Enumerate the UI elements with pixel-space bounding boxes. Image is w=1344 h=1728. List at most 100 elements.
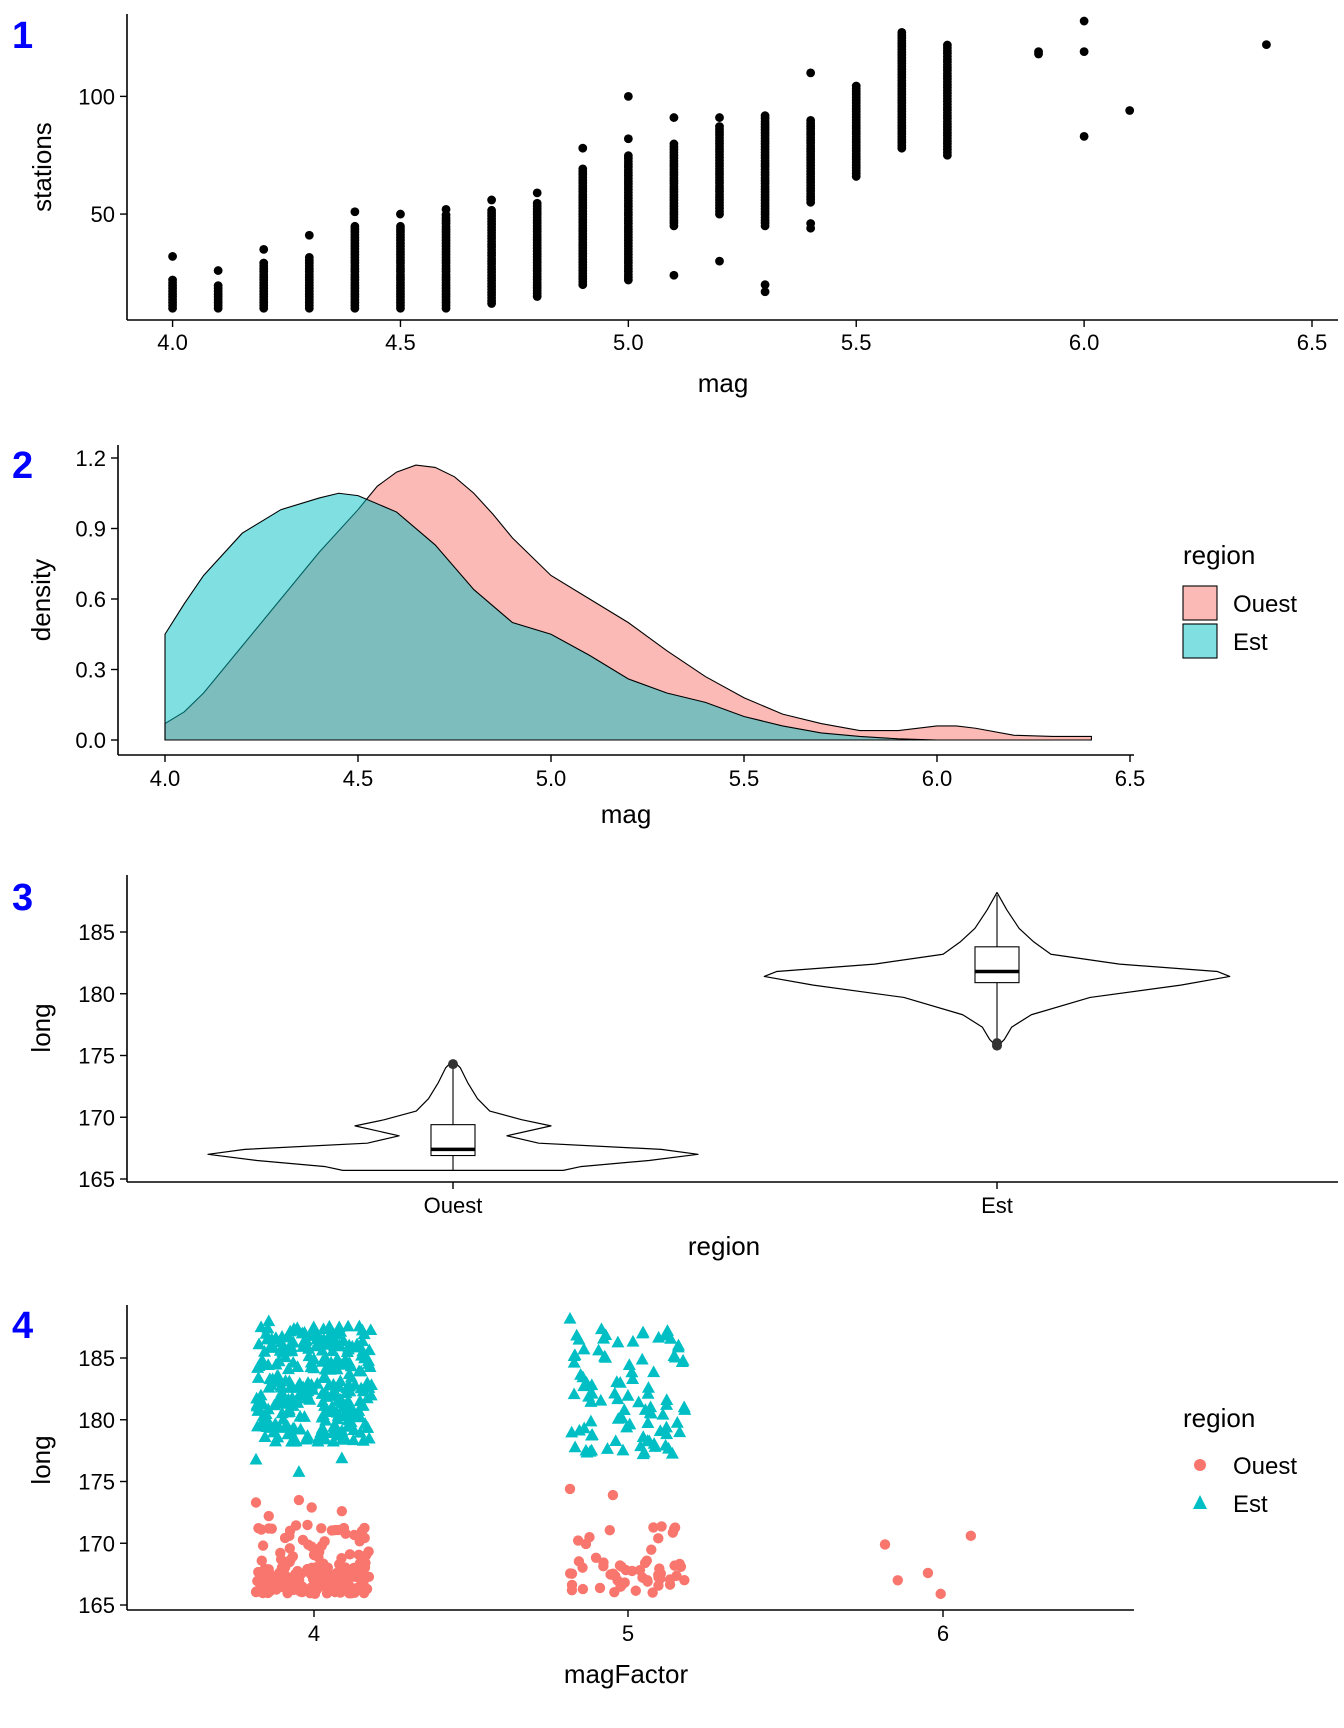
jitter-point-est	[592, 1343, 606, 1356]
scatter-point	[259, 258, 269, 268]
jitter-point-est	[670, 1416, 684, 1428]
jitter-point-est	[281, 1362, 295, 1375]
y-tick-label: 175	[78, 1044, 115, 1069]
scatter-point	[168, 275, 177, 285]
x-tick-label: 5.0	[536, 766, 567, 791]
jitter-point-est	[268, 1417, 282, 1429]
jitter-point-est	[335, 1423, 349, 1436]
scatter-point	[578, 143, 588, 153]
jitter-point-ouest	[580, 1538, 592, 1550]
scatter-point	[669, 270, 679, 280]
jitter-point-est	[266, 1341, 280, 1353]
jitter-point-est	[313, 1432, 327, 1445]
jitter-point-ouest	[313, 1552, 324, 1563]
jitter-point-est	[303, 1379, 317, 1392]
jitter-point-est	[641, 1381, 655, 1393]
scatter-point	[942, 40, 952, 50]
jitter-point-ouest	[250, 1497, 262, 1508]
scatter-point	[623, 134, 633, 144]
jitter-point-est	[364, 1323, 378, 1336]
jitter-point-est	[611, 1335, 625, 1348]
jitter-point-ouest	[293, 1494, 305, 1506]
jitter-point-ouest	[359, 1522, 370, 1534]
jitter-point-est	[285, 1391, 299, 1403]
jitter-point-ouest	[253, 1522, 264, 1534]
jitter-point-est	[292, 1381, 306, 1393]
jitter-point-ouest	[616, 1561, 627, 1572]
jitter-point-est	[353, 1340, 367, 1353]
jitter-point-est	[676, 1353, 690, 1366]
x-tick-label: 4.0	[150, 766, 181, 791]
jitter-point-est	[622, 1358, 636, 1370]
jitter-point-est	[584, 1414, 598, 1427]
jitter-point-ouest	[679, 1574, 690, 1586]
y-axis-title: long	[26, 1435, 56, 1484]
jitter-point-est	[626, 1334, 640, 1347]
jitter-point-ouest	[284, 1530, 295, 1542]
y-tick-label: 185	[78, 1346, 115, 1371]
y-axis-title: long	[26, 1003, 56, 1052]
y-tick-label: 0.9	[75, 517, 106, 542]
jitter-point-est	[252, 1337, 266, 1350]
jitter-point-est	[287, 1434, 301, 1447]
x-tick-label: Est	[981, 1193, 1013, 1218]
jitter-point-ouest	[311, 1562, 322, 1574]
jitter-point-est	[567, 1355, 581, 1368]
jitter-point-est	[319, 1405, 333, 1418]
jitter-point-est	[274, 1335, 288, 1348]
jitter-point-est	[344, 1359, 358, 1372]
jitter-point-est	[249, 1452, 263, 1465]
x-tick-label: 4.0	[157, 330, 188, 355]
jitter-point-ouest	[360, 1550, 372, 1561]
y-tick-label: 0.6	[75, 587, 106, 612]
jitter-point-est	[653, 1424, 667, 1437]
jitter-point-ouest	[271, 1584, 282, 1595]
jitter-point-est	[300, 1387, 314, 1400]
scatter-point	[715, 122, 724, 131]
jitter-point-est	[644, 1400, 658, 1413]
jitter-point-est	[360, 1376, 374, 1388]
scatter-point	[760, 280, 770, 290]
scatter-point	[806, 219, 816, 228]
panel-tag-1: 1	[12, 15, 33, 57]
jitter-point-est	[632, 1395, 646, 1408]
jitter-point-est	[315, 1422, 329, 1434]
jitter-point-ouest	[648, 1522, 659, 1533]
y-axis-title: density	[26, 559, 56, 641]
y-tick-label: 170	[78, 1105, 115, 1130]
jitter-point-est	[620, 1420, 634, 1433]
scatter-point	[669, 113, 679, 122]
jitter-point-est	[270, 1369, 284, 1382]
jitter-point-est	[256, 1409, 270, 1421]
jitter-point-est	[582, 1389, 596, 1402]
jitter-point-est	[637, 1445, 651, 1458]
jitter-point-ouest	[598, 1560, 609, 1572]
x-axis-title: region	[688, 1231, 760, 1261]
jitter-point-est	[287, 1322, 301, 1334]
jitter-point-ouest	[892, 1575, 903, 1586]
y-tick-label: 165	[78, 1593, 115, 1618]
jitter-point-ouest	[669, 1523, 680, 1534]
legend-label-est: Est	[1233, 1491, 1268, 1518]
jitter-point-ouest	[293, 1575, 305, 1586]
jitter-point-est	[576, 1370, 590, 1383]
x-tick-label: 4	[308, 1621, 320, 1646]
jitter-point-ouest	[283, 1582, 295, 1594]
jitter-point-est	[660, 1393, 674, 1405]
x-tick-label: 4.5	[343, 766, 374, 791]
jitter-point-est	[660, 1427, 674, 1440]
jitter-point-est	[274, 1379, 288, 1392]
jitter-point-est	[273, 1389, 287, 1402]
jitter-point-est	[304, 1360, 318, 1373]
jitter-point-ouest	[282, 1572, 294, 1583]
jitter-point-est	[328, 1387, 342, 1400]
jitter-point-est	[323, 1363, 337, 1375]
jitter-point-ouest	[256, 1555, 267, 1566]
jitter-point-ouest	[609, 1570, 621, 1582]
scatter-point	[1125, 106, 1135, 115]
jitter-point-ouest	[639, 1557, 651, 1569]
jitter-point-est	[341, 1319, 355, 1332]
jitter-point-est	[335, 1433, 349, 1445]
scatter-point	[1079, 47, 1089, 57]
